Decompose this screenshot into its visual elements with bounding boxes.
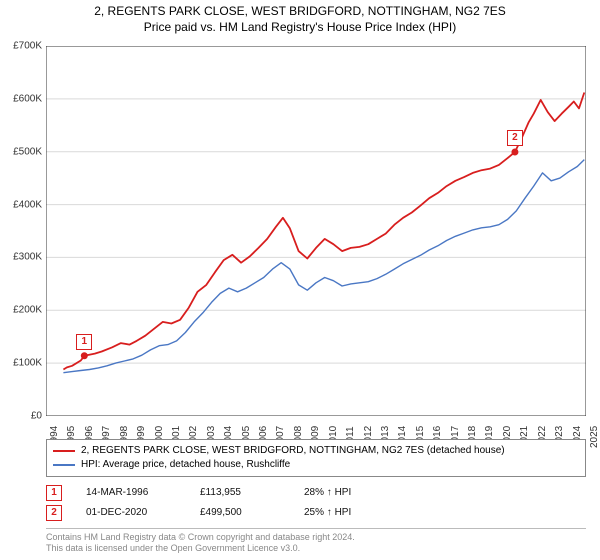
y-tick-label: £0 bbox=[31, 411, 42, 422]
y-tick-label: £200K bbox=[13, 305, 42, 316]
legend-swatch-2 bbox=[53, 464, 75, 466]
chart-marker-2: 2 bbox=[507, 130, 523, 146]
transaction-row: 2 01-DEC-2020 £499,500 25% ↑ HPI bbox=[46, 503, 586, 523]
transaction-date: 01-DEC-2020 bbox=[86, 507, 176, 518]
transaction-marker: 1 bbox=[46, 485, 62, 501]
y-tick-label: £300K bbox=[13, 252, 42, 263]
transaction-row: 1 14-MAR-1996 £113,955 28% ↑ HPI bbox=[46, 483, 586, 503]
transaction-pct: 25% ↑ HPI bbox=[304, 507, 351, 518]
transaction-pct: 28% ↑ HPI bbox=[304, 487, 351, 498]
chart-container: 2, REGENTS PARK CLOSE, WEST BRIDGFORD, N… bbox=[0, 0, 600, 560]
transaction-price: £499,500 bbox=[200, 507, 280, 518]
y-tick-label: £100K bbox=[13, 358, 42, 369]
y-tick-label: £700K bbox=[13, 41, 42, 52]
license-text: Contains HM Land Registry data © Crown c… bbox=[46, 532, 586, 555]
legend-label-1: 2, REGENTS PARK CLOSE, WEST BRIDGFORD, N… bbox=[81, 444, 505, 458]
title-line-1: 2, REGENTS PARK CLOSE, WEST BRIDGFORD, N… bbox=[0, 4, 600, 20]
license-line-1: Contains HM Land Registry data © Crown c… bbox=[46, 532, 586, 543]
legend-label-2: HPI: Average price, detached house, Rush… bbox=[81, 458, 290, 472]
x-tick-label: 2025 bbox=[589, 426, 600, 448]
plot-area: 12 bbox=[46, 46, 586, 416]
y-axis: £0£100K£200K£300K£400K£500K£600K£700K bbox=[0, 46, 46, 416]
transactions-table: 1 14-MAR-1996 £113,955 28% ↑ HPI 2 01-DEC-202… bbox=[46, 483, 586, 523]
legend: 2, REGENTS PARK CLOSE, WEST BRIDGFORD, N… bbox=[46, 439, 586, 477]
y-tick-label: £500K bbox=[13, 146, 42, 157]
transaction-marker: 2 bbox=[46, 505, 62, 521]
chart-marker-1: 1 bbox=[76, 334, 92, 350]
legend-row-2: HPI: Average price, detached house, Rush… bbox=[53, 458, 579, 472]
transaction-date: 14-MAR-1996 bbox=[86, 487, 176, 498]
chart-title: 2, REGENTS PARK CLOSE, WEST BRIDGFORD, N… bbox=[0, 0, 600, 35]
footer: 2, REGENTS PARK CLOSE, WEST BRIDGFORD, N… bbox=[46, 439, 586, 555]
divider bbox=[46, 528, 586, 529]
transaction-price: £113,955 bbox=[200, 487, 280, 498]
title-line-2: Price paid vs. HM Land Registry's House … bbox=[0, 20, 600, 36]
y-tick-label: £400K bbox=[13, 199, 42, 210]
legend-row-1: 2, REGENTS PARK CLOSE, WEST BRIDGFORD, N… bbox=[53, 444, 579, 458]
plot-svg bbox=[46, 46, 586, 416]
license-line-2: This data is licensed under the Open Gov… bbox=[46, 543, 586, 554]
y-tick-label: £600K bbox=[13, 93, 42, 104]
legend-swatch-1 bbox=[53, 450, 75, 452]
